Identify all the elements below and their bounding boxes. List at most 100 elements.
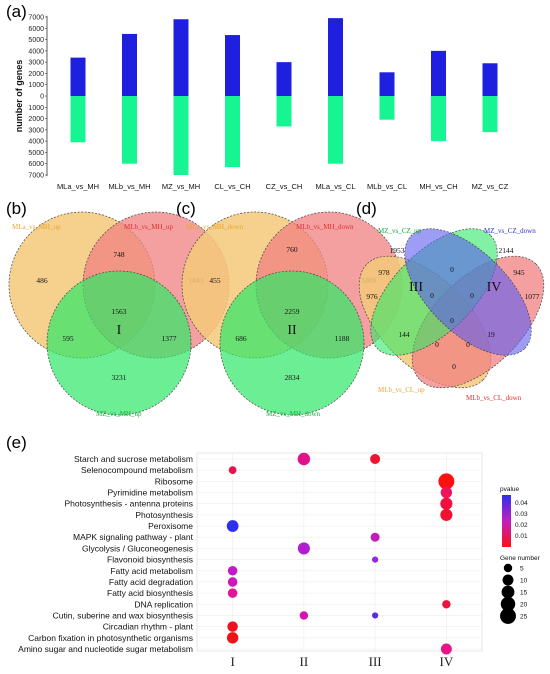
size-legend-label: 5 <box>520 566 524 573</box>
bar-x-category-label: MH_vs_CH <box>419 182 457 191</box>
size-legend-label: 10 <box>520 578 528 585</box>
bar-x-category-label: MZ_vs_CZ <box>472 182 509 191</box>
pathway-label: Flavonoid biosynthesis <box>107 555 193 565</box>
pathway-label: Amino sugar and nucleotide sugar metabol… <box>18 644 193 654</box>
enrichment-point <box>372 612 379 619</box>
venn-c-abc: 2259 <box>285 307 300 316</box>
bar-chart: number of genes 7000 6000 5000 4000 3000 2000… <box>14 15 509 192</box>
panel-label-e: (e) <box>6 433 27 452</box>
venn-d-region: 0 <box>435 340 439 349</box>
venn-d-region: 1953 <box>390 246 405 255</box>
venn-b-bc: 1377 <box>162 334 177 343</box>
venn-b-title-b: MLb_vs_MH_up <box>124 223 174 231</box>
bar-down <box>276 96 292 127</box>
bar-y-tick-label: 6000 <box>28 26 44 33</box>
size-legend-dot <box>500 596 516 612</box>
bar-chart-ylabel: number of genes <box>14 60 24 133</box>
venn-c-mark: II <box>287 323 297 338</box>
bar-up <box>225 35 240 96</box>
bar-x-category-label: MLa_vs_MH <box>57 182 99 191</box>
bar-x-category-label: CL_vs_CH <box>214 182 250 191</box>
venn-c-c-only: 2834 <box>285 373 300 382</box>
enrichment-point <box>438 473 455 490</box>
size-legend-label: 20 <box>520 602 528 609</box>
pvalue-legend-title: pvalue <box>500 486 520 493</box>
enrichment-point <box>297 452 311 466</box>
venn-b-c-only: 3231 <box>112 373 127 382</box>
venn-d-region: 945 <box>513 268 525 277</box>
bar-down <box>70 96 86 143</box>
pathway-label: Cutin, suberine and wax biosynthesis <box>53 610 193 620</box>
pvalue-colorbar <box>502 495 511 547</box>
group-label: IV <box>440 654 454 669</box>
group-label: I <box>230 654 234 669</box>
bar-down <box>482 96 498 133</box>
pathway-label: Fatty acid metabolism <box>110 566 193 576</box>
bar-y-tick-label: 3000 <box>28 60 44 67</box>
bar-y-tick-label: 1000 <box>28 105 44 112</box>
panel-label-d: (d) <box>356 199 377 218</box>
venn-b-ab: 748 <box>113 250 125 259</box>
venn-c-title-b: MLb_vs_MH_down <box>296 223 354 231</box>
bar-y-tick-label: 6000 <box>28 161 44 168</box>
size-legend-dot <box>502 574 514 586</box>
pvalue-tick-label: 0.04 <box>515 500 528 507</box>
pathway-label: Carbon fixation in photosynthetic organi… <box>28 633 193 643</box>
venn-d-mark-iii: III <box>409 280 423 295</box>
pathway-label: Pyrimidine metabolism <box>108 488 194 498</box>
venn-b-a-only: 486 <box>36 276 48 285</box>
bar-x-category-label: MLb_vs_CL <box>367 182 407 191</box>
venn-d-region: 19 <box>487 330 495 339</box>
size-legend-label: 25 <box>520 614 528 621</box>
bar-y-tick-label: 2000 <box>28 71 44 78</box>
enrichment-point <box>228 466 237 475</box>
enrichment-point <box>440 486 453 499</box>
pathway-label: Starch and sucrose metabolism <box>74 454 193 464</box>
venn-c-ac: 686 <box>235 334 247 343</box>
bar-down <box>431 96 446 142</box>
pathway-label: Ribosome <box>155 476 194 486</box>
bar-x-category-label: MLb_vs_MH <box>108 182 150 191</box>
bar-down <box>225 96 240 168</box>
venn-d-region: 0 <box>450 265 454 274</box>
enrichment-point <box>442 600 451 609</box>
venn-c: MLa_vs_MH_down MLb_vs_MH_down MZ_vs_MH_d… <box>181 211 403 418</box>
enrichment-point <box>227 621 238 632</box>
enrichment-point <box>370 532 380 542</box>
venn-d-region: 978 <box>378 268 390 277</box>
venn-b-title-c: MZ_vs_MH_up <box>96 410 142 418</box>
pathway-label: Circadian rhythm - plant <box>103 622 194 632</box>
enrichment-point <box>440 643 452 655</box>
bar-y-tick-label: 5000 <box>28 150 44 157</box>
enrichment-point <box>370 453 381 465</box>
venn-d-region: 0 <box>452 362 456 371</box>
venn-d-title-cl-up: MLb_vs_CL_up <box>378 386 425 394</box>
venn-b-mark: I <box>117 323 122 338</box>
pathway-label: Photosynthesis - antenna proteins <box>64 499 193 509</box>
bar-up <box>70 57 86 96</box>
panel-label-c: (c) <box>176 199 196 218</box>
bar-up <box>328 18 343 96</box>
bar-down <box>379 96 395 120</box>
bar-y-tick-label: 2000 <box>28 116 44 123</box>
bar-y-tick-label: 7000 <box>28 15 44 22</box>
panel-label-b: (b) <box>6 199 27 218</box>
venn-d: MZ_vs_CZ_up MZ_vs_CZ_down MLb_vs_CL_up M… <box>358 227 545 402</box>
size-legend-label: 15 <box>520 590 528 597</box>
venn-d-region: 144 <box>398 330 410 339</box>
pvalue-tick-label: 0.03 <box>515 511 528 518</box>
venn-d-region: 0 <box>466 340 470 349</box>
bar-up <box>122 33 137 96</box>
bar-x-category-label: MLa_vs_CL <box>315 182 355 191</box>
pathway-label: Selenocompound metabolism <box>81 465 193 475</box>
bar-up <box>482 63 498 96</box>
bar-y-tick-label: 5000 <box>28 37 44 44</box>
bar-down <box>328 96 343 164</box>
bar-y-tick-label: 1000 <box>28 82 44 89</box>
venn-b-ac: 595 <box>62 334 74 343</box>
enrichment-point <box>299 611 309 620</box>
dot-plot-area <box>196 452 483 652</box>
pvalue-tick-label: 0.02 <box>515 522 528 529</box>
venn-b-set-c <box>46 270 192 416</box>
pathway-label: DNA replication <box>134 599 193 609</box>
